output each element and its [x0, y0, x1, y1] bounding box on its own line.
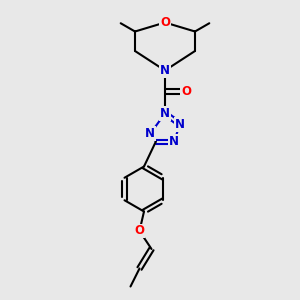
Text: O: O [134, 224, 145, 238]
Text: N: N [160, 64, 170, 77]
Text: N: N [169, 135, 179, 148]
Text: N: N [160, 107, 170, 120]
Text: O: O [160, 16, 170, 29]
Text: N: N [175, 118, 185, 131]
Text: O: O [181, 85, 191, 98]
Text: N: N [145, 127, 155, 140]
